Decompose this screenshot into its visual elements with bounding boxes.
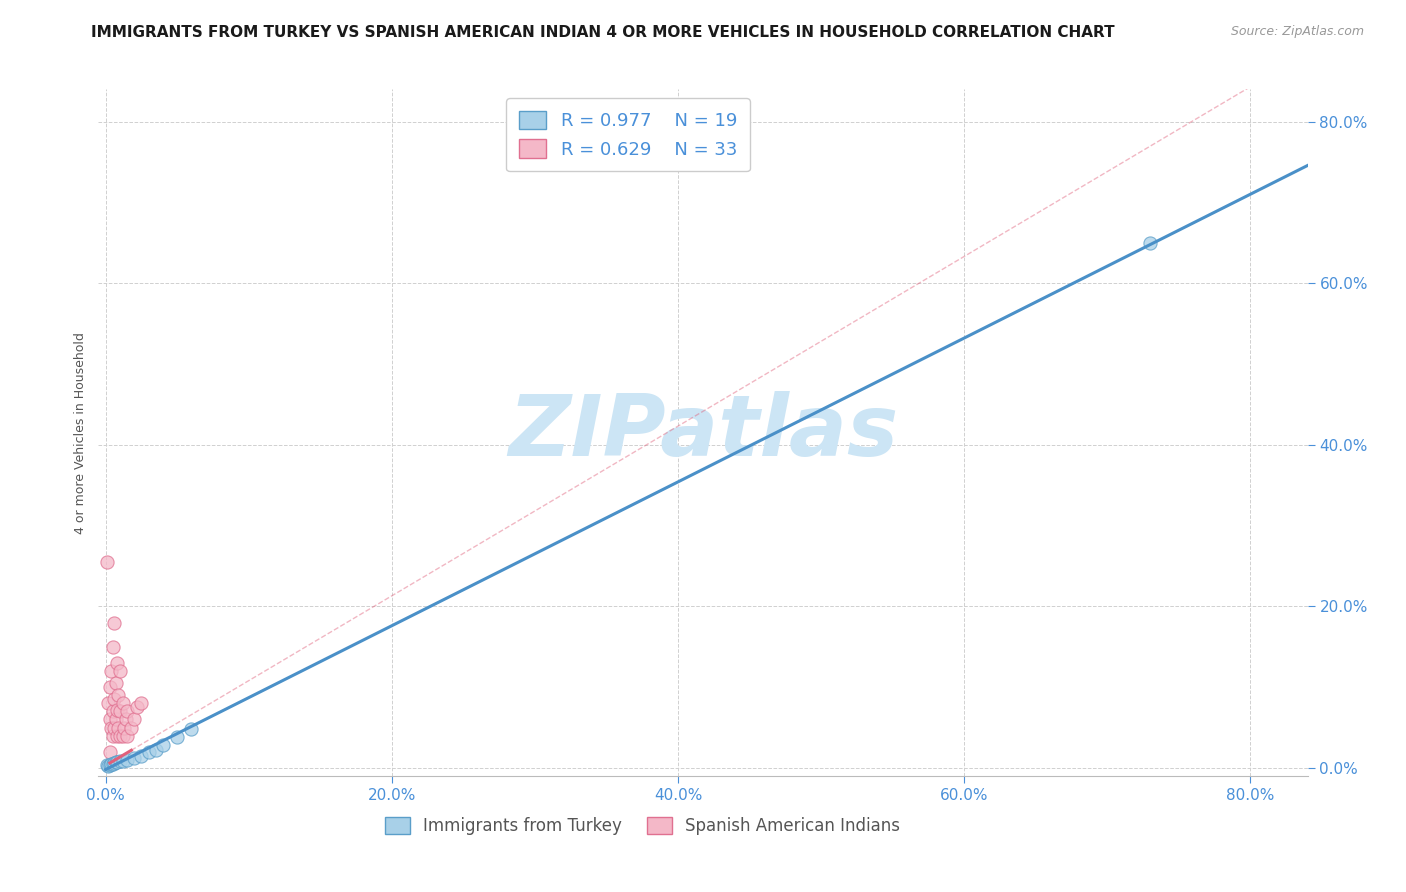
Point <box>108 729 131 743</box>
Point <box>98 745 121 759</box>
Point <box>97 758 120 772</box>
Point <box>1139 235 1161 250</box>
Y-axis label: 4 or more Vehicles in Household: 4 or more Vehicles in Household <box>75 332 87 533</box>
Point <box>101 756 124 771</box>
Point <box>104 713 127 727</box>
Point <box>111 729 134 743</box>
Point <box>100 756 122 771</box>
Point <box>96 555 118 569</box>
Text: IMMIGRANTS FROM TURKEY VS SPANISH AMERICAN INDIAN 4 OR MORE VEHICLES IN HOUSEHOL: IMMIGRANTS FROM TURKEY VS SPANISH AMERIC… <box>91 25 1115 40</box>
Point <box>111 696 134 710</box>
Point <box>108 754 131 768</box>
Point <box>98 713 121 727</box>
Point <box>96 757 118 772</box>
Point <box>112 721 135 735</box>
Point <box>122 751 145 765</box>
Point <box>138 745 160 759</box>
Point <box>100 721 122 735</box>
Point <box>101 729 124 743</box>
Point <box>115 705 138 719</box>
Point <box>114 713 136 727</box>
Point <box>131 696 153 710</box>
Point <box>105 656 128 670</box>
Text: ZIPatlas: ZIPatlas <box>508 391 898 475</box>
Point <box>131 748 153 763</box>
Point <box>98 680 121 694</box>
Point <box>108 705 131 719</box>
Point <box>180 722 202 736</box>
Point <box>107 721 129 735</box>
Point <box>105 703 128 717</box>
Point <box>104 676 127 690</box>
Point <box>101 705 124 719</box>
Point <box>120 721 142 735</box>
Point <box>103 756 125 771</box>
Point <box>125 700 148 714</box>
Point <box>107 688 129 702</box>
Point <box>100 664 122 678</box>
Point <box>103 615 125 630</box>
Point <box>103 721 125 735</box>
Point <box>152 739 174 753</box>
Point <box>111 755 134 769</box>
Point <box>166 731 188 745</box>
Point <box>104 756 127 770</box>
Point <box>105 729 128 743</box>
Point <box>103 692 125 706</box>
Point <box>108 664 131 678</box>
Point <box>145 743 167 757</box>
Point <box>115 753 138 767</box>
Point <box>98 757 121 772</box>
Point <box>122 713 145 727</box>
Text: Source: ZipAtlas.com: Source: ZipAtlas.com <box>1230 25 1364 38</box>
Point <box>97 696 120 710</box>
Point <box>101 640 124 654</box>
Point <box>105 756 128 770</box>
Legend: Immigrants from Turkey, Spanish American Indians: Immigrants from Turkey, Spanish American… <box>377 808 908 843</box>
Point <box>115 729 138 743</box>
